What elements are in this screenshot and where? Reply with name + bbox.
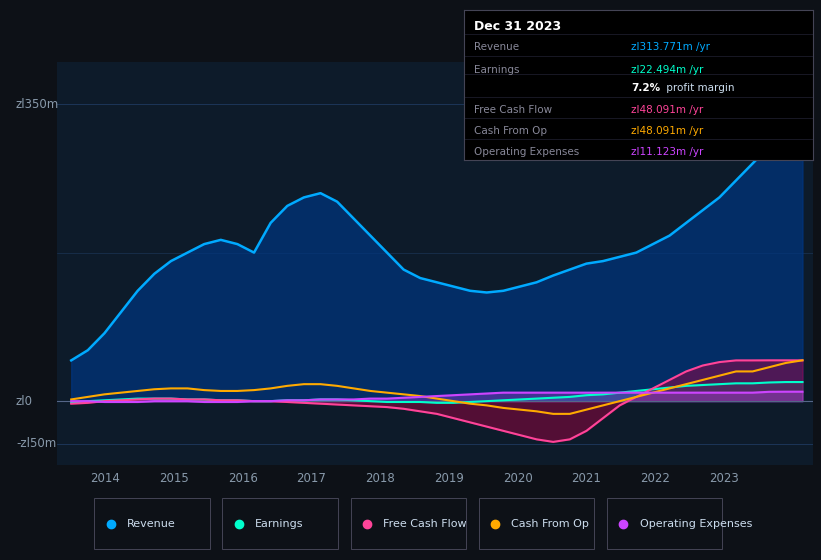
Text: Earnings: Earnings [475,64,520,74]
FancyBboxPatch shape [351,498,466,549]
Text: -zl50m: -zl50m [16,437,56,450]
FancyBboxPatch shape [222,498,338,549]
Text: Earnings: Earnings [255,519,304,529]
Text: zl22.494m /yr: zl22.494m /yr [631,64,704,74]
Text: Dec 31 2023: Dec 31 2023 [475,20,562,33]
Text: profit margin: profit margin [663,82,734,92]
Text: Operating Expenses: Operating Expenses [475,147,580,157]
Text: Free Cash Flow: Free Cash Flow [475,105,553,115]
FancyBboxPatch shape [607,498,722,549]
FancyBboxPatch shape [94,498,210,549]
Text: Revenue: Revenue [127,519,176,529]
Text: zl0: zl0 [16,395,33,408]
FancyBboxPatch shape [479,498,594,549]
Text: Revenue: Revenue [475,42,520,52]
Text: Operating Expenses: Operating Expenses [640,519,752,529]
Text: zl48.091m /yr: zl48.091m /yr [631,126,704,136]
Text: zl11.123m /yr: zl11.123m /yr [631,147,704,157]
Text: zl313.771m /yr: zl313.771m /yr [631,42,710,52]
Text: Free Cash Flow: Free Cash Flow [383,519,467,529]
Text: Cash From Op: Cash From Op [511,519,589,529]
Text: zl350m: zl350m [16,97,59,110]
Text: zl48.091m /yr: zl48.091m /yr [631,105,704,115]
Text: Cash From Op: Cash From Op [475,126,548,136]
Text: 7.2%: 7.2% [631,82,660,92]
